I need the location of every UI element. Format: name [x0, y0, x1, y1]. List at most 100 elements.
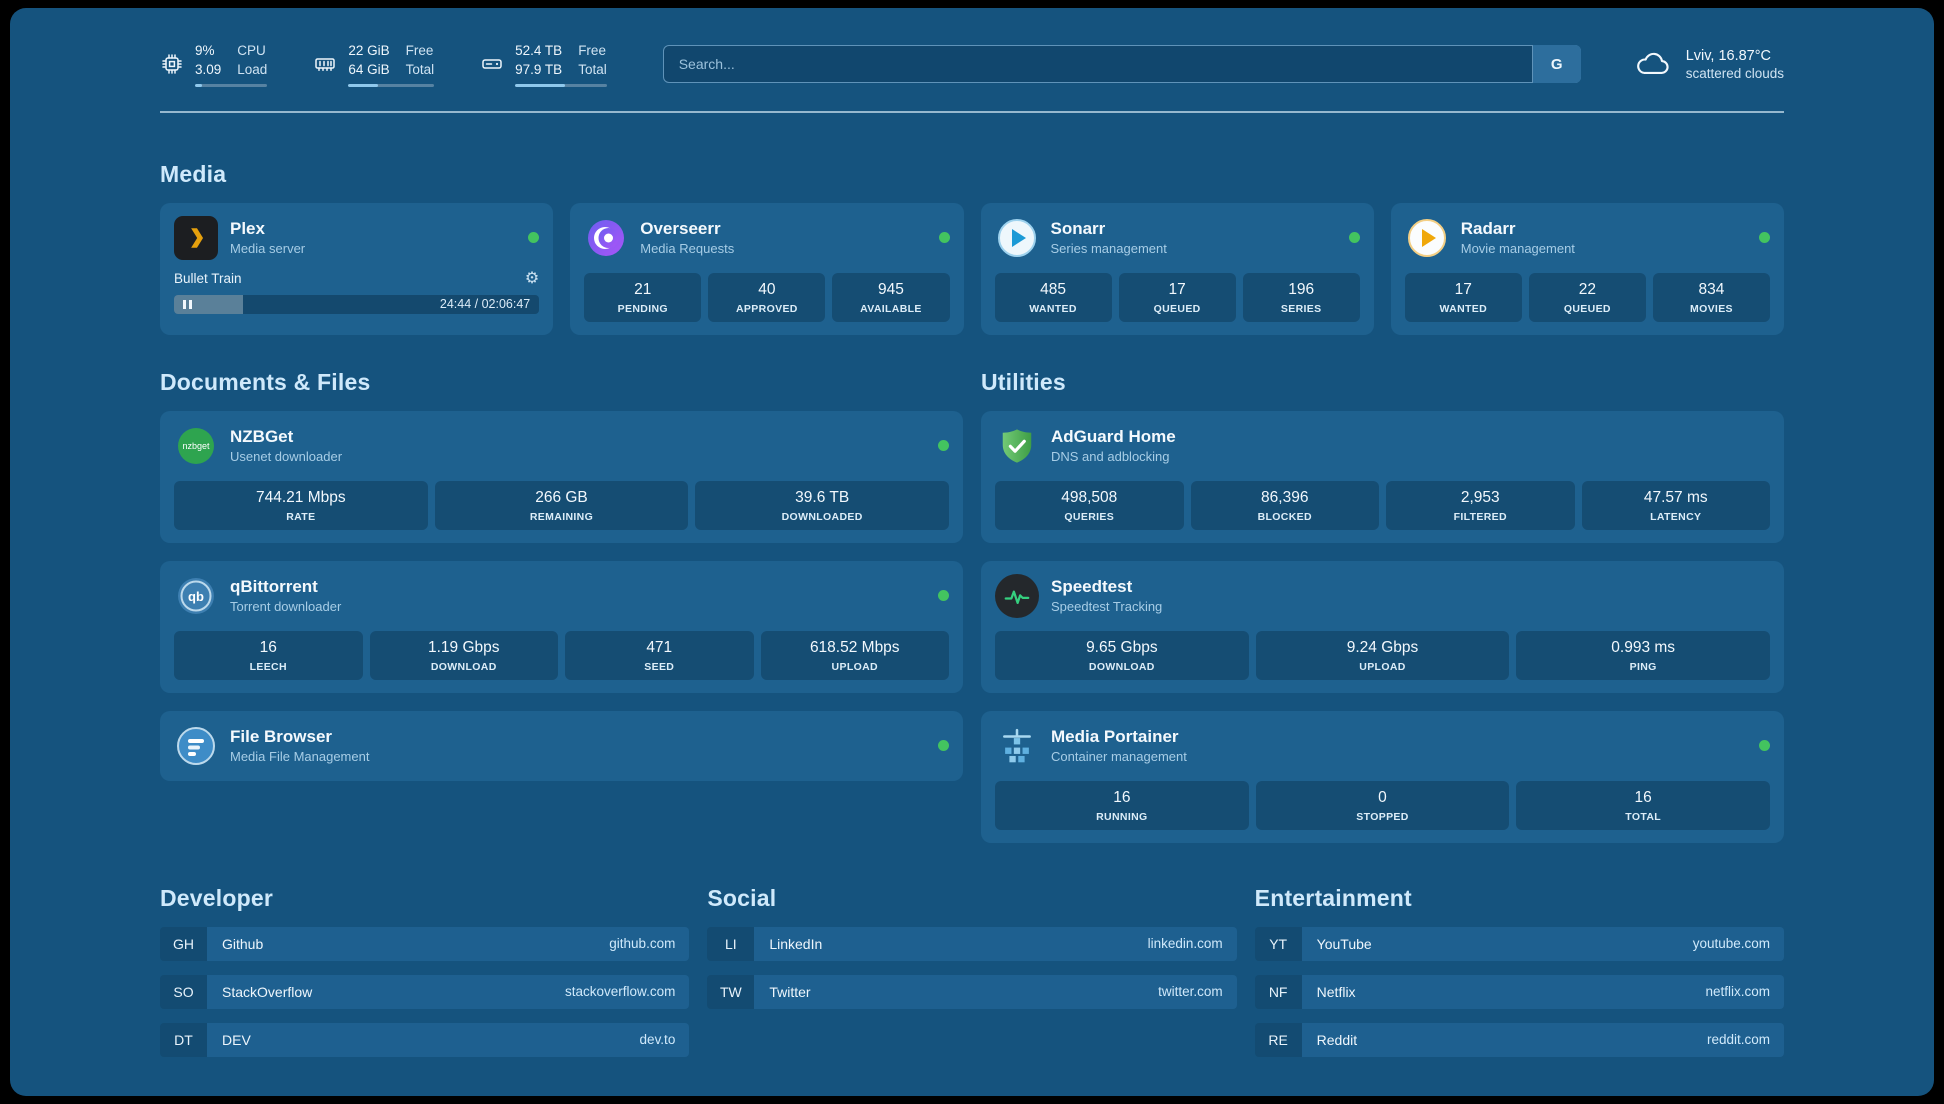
app-name: Sonarr [1050, 218, 1106, 238]
stat-tile: 22 QUEUED [1528, 272, 1646, 322]
bookmark-name: StackOverflow [222, 983, 313, 1000]
stat-label: SERIES [1280, 302, 1322, 315]
portainer-icon [995, 724, 1039, 768]
stat-tile: 16 LEECH [174, 630, 363, 680]
status-dot [1348, 232, 1360, 244]
stat-tile: 834 MOVIES [1652, 272, 1770, 322]
app-subtitle: Series management [1050, 241, 1167, 257]
app-name: Radarr [1460, 218, 1516, 238]
bookmark-stackoverflow[interactable]: SO StackOverflow stackoverflow.com [160, 974, 690, 1009]
memory-total-label: Total [405, 61, 435, 77]
stat-label: PENDING [617, 302, 668, 315]
stat-tile: 0 STOPPED [1255, 780, 1510, 830]
app-name: Plex [230, 218, 265, 238]
bookmark-group-developer: Developer GH Github github.com SO StackO… [160, 885, 690, 1057]
bookmark-dev[interactable]: DT DEV dev.to [160, 1022, 690, 1057]
stat-tile: 17 QUEUED [1118, 272, 1236, 322]
app-card-overseerr[interactable]: Overseerr Media Requests 21 PENDING 40 A… [570, 202, 964, 335]
stat-tile: 0.993 ms PING [1516, 630, 1770, 680]
stat-value: 485 [1040, 280, 1066, 298]
disk-icon [480, 52, 504, 76]
stat-label: QUERIES [1064, 510, 1115, 523]
app-card-nzbget[interactable]: nzbget NZBGet Usenet downloader 744.21 M… [160, 410, 963, 543]
app-card-sonarr[interactable]: Sonarr Series management 485 WANTED 17 Q… [980, 202, 1374, 335]
settings-gear-icon[interactable]: ⚙ [524, 269, 540, 287]
app-subtitle: Speedtest Tracking [1051, 599, 1163, 615]
bookmark-name: Twitter [769, 983, 811, 1000]
memory-icon [313, 52, 337, 76]
header-divider [160, 110, 1784, 113]
section-utilities: Utilities [981, 369, 1784, 843]
bookmark-title-social: Social [707, 884, 777, 911]
stat-value: 834 [1698, 280, 1725, 298]
stat-label: REMAINING [529, 510, 594, 523]
app-subtitle: DNS and adblocking [1051, 449, 1170, 465]
stat-value: 9.24 Gbps [1346, 638, 1419, 656]
search-input[interactable] [662, 45, 1581, 84]
app-name: NZBGet [230, 426, 294, 446]
app-card-radarr[interactable]: Radarr Movie management 17 WANTED 22 QUE… [1390, 202, 1784, 335]
bookmark-abbr: NF [1254, 974, 1302, 1009]
bookmark-linkedin[interactable]: LI LinkedIn linkedin.com [707, 926, 1237, 961]
stat-tile: 16 RUNNING [995, 780, 1249, 830]
stat-value: 196 [1288, 280, 1315, 298]
cpu-progress-fill [195, 83, 202, 87]
stat-tile: 618.52 Mbps UPLOAD [760, 630, 949, 680]
app-name: AdGuard Home [1051, 426, 1176, 446]
app-card-filebrowser[interactable]: File Browser Media File Management [160, 710, 963, 781]
app-card-plex[interactable]: Plex Media server Bullet Train ⚙ 24:44 /… [160, 202, 554, 335]
stat-value: 86,396 [1261, 488, 1309, 506]
section-documents: Documents & Files nzbget NZBGet U [160, 369, 963, 781]
section-title-media: Media [160, 160, 227, 187]
stat-value: 266 GB [535, 488, 588, 506]
stat-value: 498,508 [1061, 488, 1118, 506]
app-card-adguard[interactable]: AdGuard Home DNS and adblocking 498,508 … [981, 410, 1784, 543]
stat-label: UPLOAD [831, 660, 878, 673]
app-subtitle: Media Requests [640, 241, 735, 257]
bookmark-abbr: TW [707, 974, 755, 1009]
search-engine-button[interactable]: G [1531, 45, 1581, 84]
bookmark-netflix[interactable]: NF Netflix netflix.com [1254, 974, 1784, 1009]
stat-value: 22 [1578, 280, 1596, 298]
playback-progress-bar[interactable]: 24:44 / 02:06:47 [174, 294, 540, 314]
system-widgets: 9% CPU 3.09 Load [160, 42, 607, 87]
app-subtitle: Media File Management [230, 749, 370, 765]
stat-label: AVAILABLE [860, 302, 922, 315]
status-dot [938, 232, 950, 244]
memory-total-value: 64 GiB [348, 61, 390, 77]
disk-free-value: 52.4 TB [515, 43, 563, 58]
memory-free-label: Free [405, 43, 434, 58]
stat-tile: 2,953 FILTERED [1386, 480, 1575, 530]
dashboard: 9% CPU 3.09 Load [10, 8, 1934, 1096]
stat-value: 16 [1113, 788, 1131, 806]
stat-label: TOTAL [1625, 810, 1662, 823]
cpu-progress-track [195, 83, 268, 87]
stat-value: 1.19 Gbps [427, 638, 500, 656]
status-dot [938, 740, 949, 752]
bookmark-reddit[interactable]: RE Reddit reddit.com [1254, 1022, 1784, 1057]
bookmark-youtube[interactable]: YT YouTube youtube.com [1254, 926, 1784, 961]
stat-value: 47.57 ms [1643, 488, 1708, 506]
pause-icon[interactable] [183, 299, 195, 309]
stat-tile: 9.24 Gbps UPLOAD [1255, 630, 1510, 680]
disk-progress-fill [515, 83, 565, 87]
app-card-portainer[interactable]: Media Portainer Container management 16 … [981, 710, 1784, 843]
stat-value: 21 [634, 280, 652, 298]
app-card-speedtest[interactable]: Speedtest Speedtest Tracking 9.65 Gbps D… [981, 560, 1784, 693]
app-subtitle: Media server [230, 241, 306, 257]
stat-tile: 945 AVAILABLE [832, 272, 950, 322]
bookmark-abbr: GH [160, 926, 207, 961]
disk-widget: 52.4 TB Free 97.9 TB Total [480, 42, 607, 87]
bookmark-github[interactable]: GH Github github.com [160, 926, 690, 961]
bookmark-twitter[interactable]: TW Twitter twitter.com [707, 974, 1237, 1009]
bookmark-group-social: Social LI LinkedIn linkedin.com TW Twitt… [707, 884, 1237, 1009]
cpu-usage-value: 9% [195, 43, 215, 58]
status-dot [1759, 232, 1770, 244]
stat-label: LEECH [249, 660, 287, 673]
memory-progress-track [348, 83, 435, 87]
stat-tile: 39.6 TB DOWNLOADED [695, 480, 949, 530]
stat-label: MOVIES [1689, 302, 1733, 315]
stat-tile: 17 WANTED [1404, 272, 1522, 322]
app-subtitle: Usenet downloader [230, 449, 343, 465]
app-card-qbittorrent[interactable]: qb qBittorrent Torrent downloader 16 LEE… [160, 560, 963, 693]
